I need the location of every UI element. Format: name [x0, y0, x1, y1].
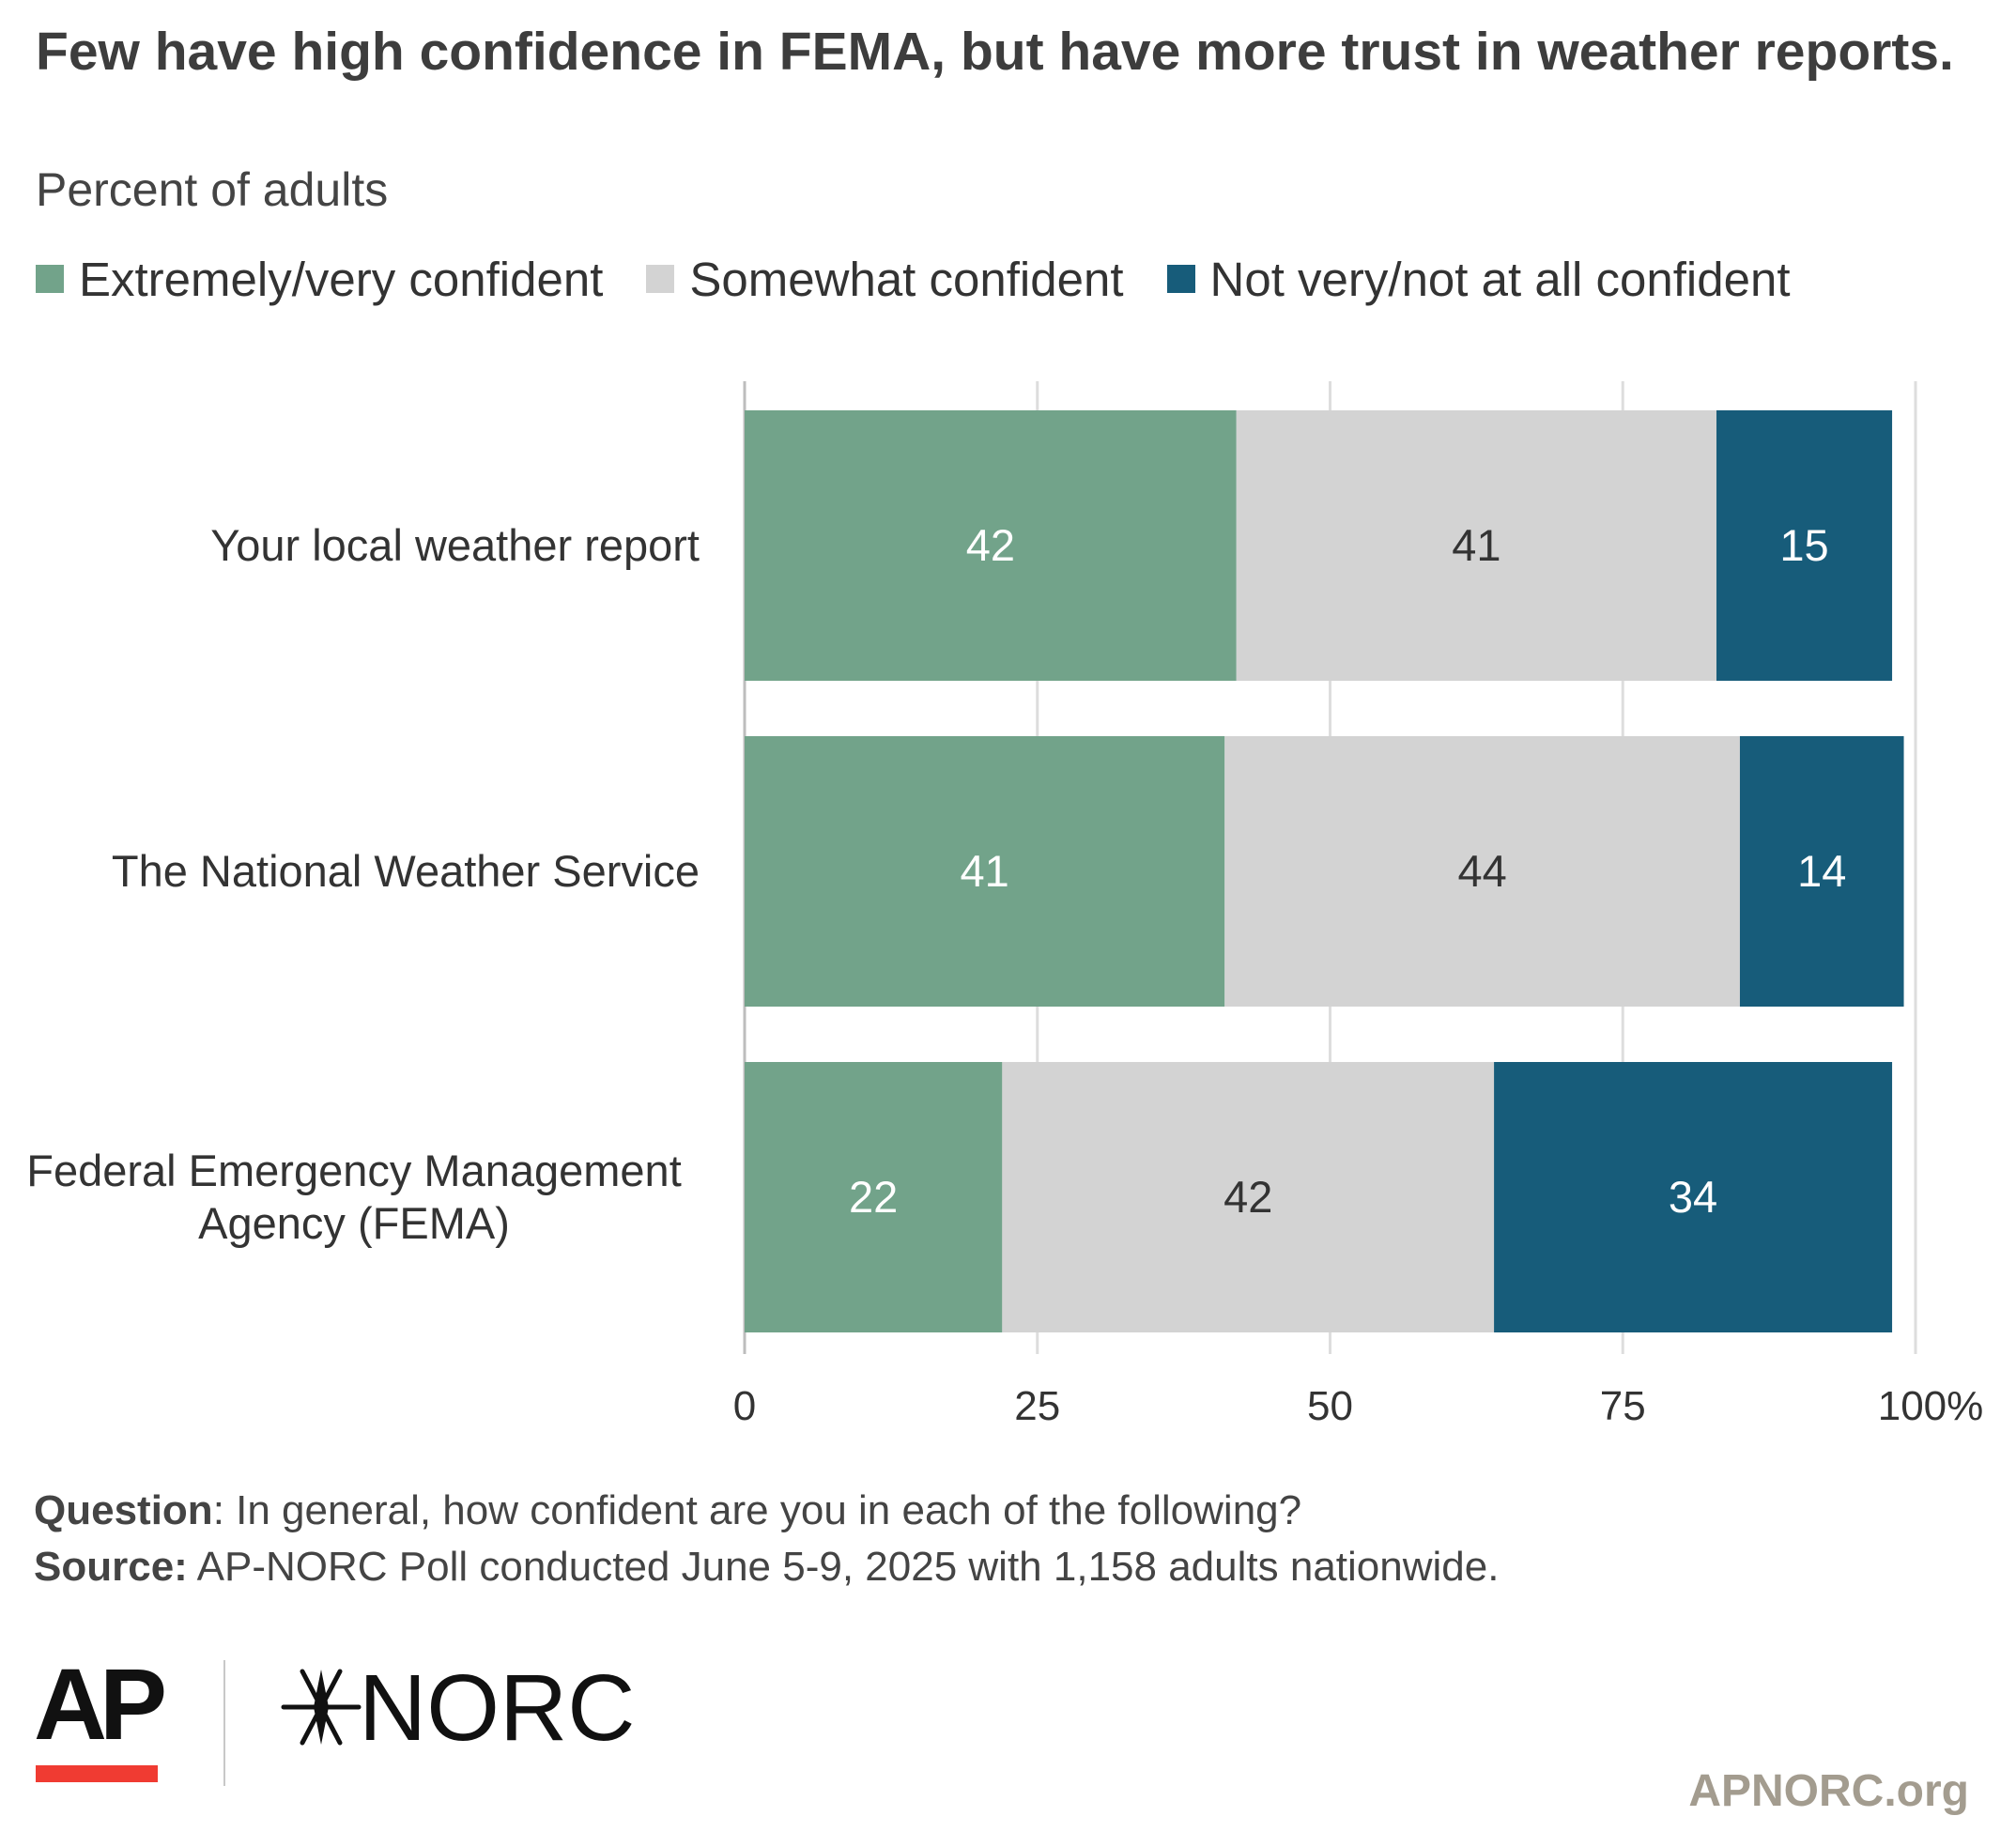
legend-swatch: [1166, 265, 1195, 293]
x-tick-label: 25: [1014, 1383, 1060, 1429]
data-label: 44: [1457, 846, 1506, 896]
legend-swatch: [646, 265, 675, 293]
x-tick-label: 75: [1600, 1383, 1646, 1429]
data-label: 14: [1797, 846, 1846, 896]
question-label: Question: [34, 1487, 213, 1533]
bar-segment: [1739, 736, 1904, 1007]
footer-question: Question: In general, how confident are …: [34, 1484, 1301, 1538]
data-label: 42: [966, 520, 1015, 570]
source-label: Source:: [34, 1544, 188, 1590]
category-label: Federal Emergency Management Agency (FEMA…: [26, 1146, 682, 1248]
logo-area: AP NORC: [34, 1645, 691, 1795]
x-tick-label: 0: [733, 1383, 756, 1429]
legend-item-not-confident: Not very/not at all confident: [1166, 252, 1791, 307]
data-label: 15: [1779, 520, 1828, 570]
legend-item-extremely-very-confident: Extremely/very confident: [36, 252, 603, 307]
legend-swatch: [36, 265, 64, 293]
x-axis-ticks: 0 25 50 75 100%: [733, 1383, 1984, 1429]
data-label: 34: [1669, 1172, 1717, 1222]
legend-label: Extremely/very confident: [79, 252, 604, 306]
source-text: AP-NORC Poll conducted June 5-9, 2025 wi…: [187, 1544, 1500, 1590]
chart-subtitle: Percent of adults: [36, 163, 389, 216]
bars: 42 41 15 41 44 14 22 42 34: [745, 410, 1904, 1332]
logo-divider: [223, 1660, 225, 1786]
footer-source: Source: AP-NORC Poll conducted June 5-9,…: [34, 1540, 1499, 1594]
data-label: 22: [849, 1172, 898, 1222]
category-label: The National Weather Service: [112, 846, 700, 896]
data-label: 42: [1223, 1172, 1272, 1222]
bar-segment: [745, 736, 1225, 1007]
question-text: : In general, how confident are you in e…: [212, 1487, 1302, 1533]
category-label: Your local weather report: [210, 520, 700, 570]
site-url: APNORC.org: [1688, 1766, 1969, 1816]
svg-text:AP: AP: [34, 1647, 164, 1761]
bar-segment: [745, 410, 1237, 681]
bar-segment: [1236, 410, 1717, 681]
bar-segment: [1002, 1062, 1495, 1332]
data-label: 41: [1452, 520, 1500, 570]
category-labels: Your local weather report The National We…: [26, 520, 700, 1248]
bar-segment: [1494, 1062, 1893, 1332]
chart-title: Few have high confidence in FEMA, but ha…: [36, 22, 1954, 82]
norc-logo: NORC: [281, 1655, 635, 1761]
legend: Extremely/very confident Somewhat confid…: [36, 246, 1791, 312]
legend-label: Not very/not at all confident: [1209, 252, 1791, 306]
x-tick-label: 100%: [1878, 1383, 1984, 1429]
stacked-bar-chart: 42 41 15 41 44 14 22 42 34 Your local weather re…: [26, 381, 1984, 1429]
bar-segment: [1224, 736, 1740, 1007]
ap-logo: AP: [34, 1647, 165, 1782]
bar-segment: [1716, 410, 1893, 681]
legend-label: Somewhat confident: [689, 252, 1124, 306]
legend-item-somewhat-confident: Somewhat confident: [646, 252, 1124, 307]
data-label: 41: [960, 846, 1008, 896]
x-tick-label: 50: [1307, 1383, 1353, 1429]
bar-segment: [745, 1062, 1003, 1332]
svg-text:NORC: NORC: [359, 1655, 635, 1761]
